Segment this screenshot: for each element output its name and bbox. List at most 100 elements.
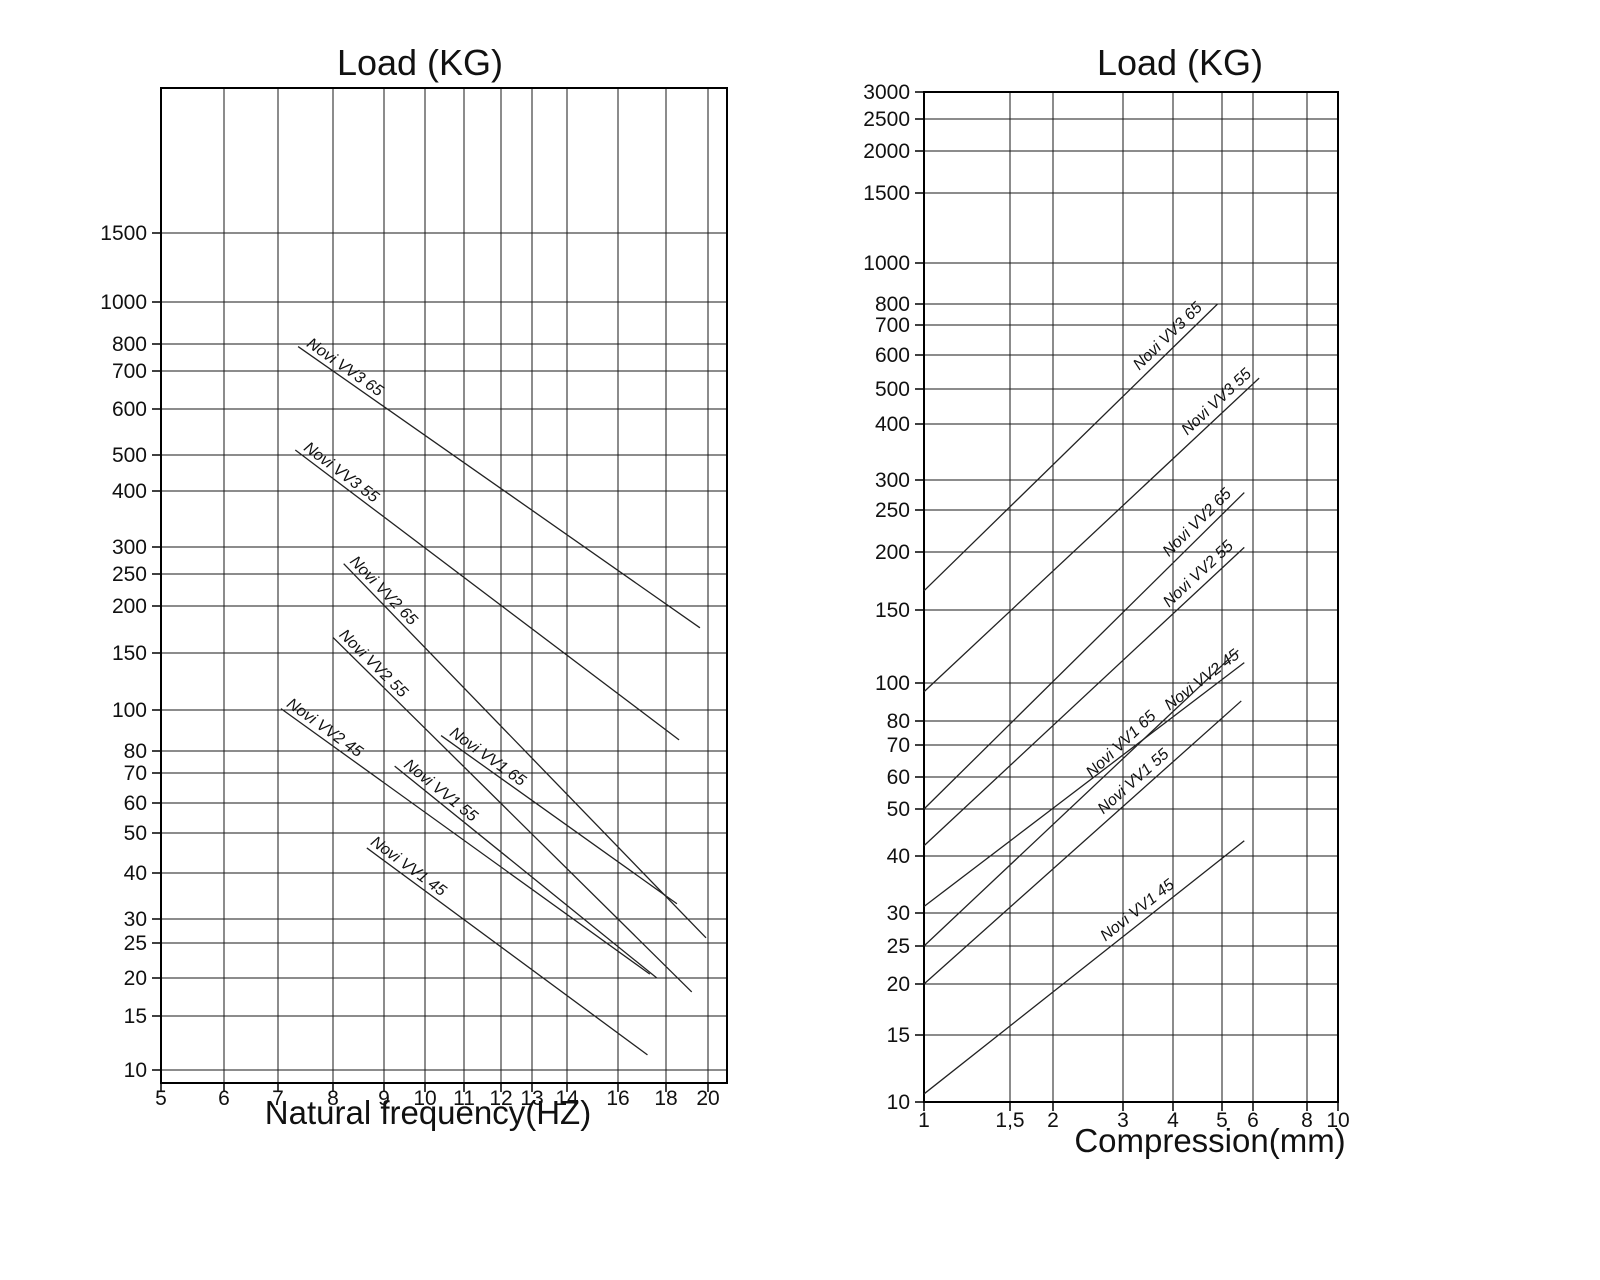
x-tick-label-1-5: 1,5 (995, 1109, 1024, 1132)
y-tick-label-400: 400 (112, 480, 147, 503)
series-label-novi-vv2-55: Novi VV2 55 (336, 626, 411, 701)
series-line-novi-vv2-45 (923, 662, 1245, 908)
x-tick-label-8: 8 (1301, 1109, 1313, 1132)
y-tick-label-700: 700 (875, 314, 910, 337)
x-tick-label-20: 20 (696, 1087, 719, 1110)
x-tick-label-1: 1 (918, 1109, 930, 1132)
compression-chart-title: Load (KG) (1097, 42, 1263, 83)
y-tick-label-600: 600 (112, 398, 147, 421)
x-tick-label-10: 10 (413, 1087, 436, 1110)
series-label-novi-vv3-65: Novi VV3 65 (1130, 299, 1206, 373)
series-line-novi-vv1-45 (366, 847, 648, 1056)
series-line-novi-vv2-45 (280, 708, 651, 975)
y-tick-label-30: 30 (124, 908, 147, 931)
y-tick-label-10: 10 (887, 1091, 910, 1114)
series-line-novi-vv1-65 (923, 649, 1239, 947)
x-tick-label-7: 7 (272, 1087, 284, 1110)
compression-chart-xlabel: Compression(mm) (1074, 1122, 1345, 1159)
x-tick-label-18: 18 (654, 1087, 677, 1110)
y-tick-label-200: 200 (875, 541, 910, 564)
y-tick-label-60: 60 (887, 766, 910, 789)
series-line-novi-vv1-65 (440, 735, 678, 905)
y-tick-label-800: 800 (875, 293, 910, 316)
compression-chart-ticks (915, 91, 1339, 1111)
y-tick-label-25: 25 (887, 935, 910, 958)
y-tick-label-1000: 1000 (100, 291, 147, 314)
series-line-novi-vv2-65 (343, 563, 707, 939)
y-tick-label-200: 200 (112, 595, 147, 618)
natural-frequency-chart-title: Load (KG) (337, 42, 503, 83)
series-line-novi-vv2-65 (923, 492, 1245, 810)
y-tick-label-100: 100 (112, 699, 147, 722)
series-line-novi-vv1-55 (923, 700, 1242, 985)
y-tick-label-600: 600 (875, 344, 910, 367)
x-tick-label-2: 2 (1047, 1109, 1059, 1132)
y-tick-label-70: 70 (124, 762, 147, 785)
x-tick-label-14: 14 (555, 1087, 579, 1110)
series-label-novi-vv3-65: Novi VV3 65 (303, 335, 386, 400)
y-tick-label-250: 250 (875, 499, 910, 522)
series-line-novi-vv3-55 (294, 449, 680, 741)
y-tick-label-15: 15 (887, 1024, 910, 1047)
y-tick-label-2000: 2000 (863, 140, 910, 163)
series-line-novi-vv1-45 (923, 840, 1245, 1095)
y-tick-label-10: 10 (124, 1059, 147, 1082)
x-tick-label-10: 10 (1326, 1109, 1349, 1132)
y-tick-label-3000: 3000 (863, 81, 910, 104)
x-tick-label-3: 3 (1117, 1109, 1129, 1132)
series-label-novi-vv1-45: Novi VV1 45 (367, 833, 449, 900)
natural-frequency-chart-xlabel: Natural frequency(HZ) (265, 1094, 591, 1131)
y-tick-label-30: 30 (887, 902, 910, 925)
series-line-novi-vv3-55 (923, 377, 1260, 693)
y-tick-label-100: 100 (875, 672, 910, 695)
y-tick-label-2500: 2500 (863, 108, 910, 131)
x-tick-label-13: 13 (520, 1087, 543, 1110)
x-tick-label-9: 9 (378, 1087, 390, 1110)
natural-frequency-chart-ticks (152, 232, 709, 1092)
y-tick-label-300: 300 (875, 469, 910, 492)
y-tick-label-50: 50 (887, 798, 910, 821)
series-label-novi-vv1-65: Novi VV1 65 (446, 724, 528, 790)
natural-frequency-chart-grid (160, 88, 727, 1083)
y-tick-label-1500: 1500 (100, 222, 147, 245)
series-line-novi-vv1-55 (394, 765, 658, 979)
y-tick-label-70: 70 (887, 734, 910, 757)
y-tick-label-80: 80 (887, 710, 910, 733)
y-tick-label-50: 50 (124, 822, 147, 845)
compression-chart-frame (923, 91, 1339, 1103)
series-line-novi-vv2-55 (332, 636, 693, 993)
x-tick-label-11: 11 (453, 1087, 475, 1110)
y-tick-label-400: 400 (875, 413, 910, 436)
x-tick-label-12: 12 (489, 1087, 512, 1110)
y-tick-label-60: 60 (124, 792, 147, 815)
series-label-novi-vv1-45: Novi VV1 45 (1097, 876, 1177, 945)
series-label-novi-vv3-55: Novi VV3 55 (301, 439, 382, 506)
y-tick-label-40: 40 (124, 862, 147, 885)
series-line-novi-vv2-55 (923, 546, 1245, 847)
natural-frequency-chart: 5 6 7 8 9 10 11 12 13 14 16 18 201015202530405060708… (100, 42, 728, 1131)
y-tick-label-20: 20 (124, 967, 147, 990)
series-line-novi-vv3-65 (297, 346, 701, 629)
y-tick-label-80: 80 (124, 740, 147, 763)
x-tick-label-6: 6 (218, 1087, 230, 1110)
y-tick-label-300: 300 (112, 536, 147, 559)
y-tick-label-1000: 1000 (863, 252, 910, 275)
y-tick-label-800: 800 (112, 333, 147, 356)
x-tick-label-6: 6 (1247, 1109, 1259, 1132)
x-tick-label-5: 5 (155, 1087, 167, 1110)
x-tick-label-5: 5 (1216, 1109, 1228, 1132)
x-tick-label-16: 16 (606, 1087, 629, 1110)
y-tick-label-150: 150 (875, 599, 910, 622)
y-tick-label-250: 250 (112, 563, 147, 586)
series-label-novi-vv1-55: Novi VV1 55 (401, 756, 481, 825)
compression-chart-grid (923, 91, 1339, 1103)
y-tick-label-500: 500 (112, 444, 147, 467)
y-tick-label-1500: 1500 (863, 182, 910, 205)
x-tick-label-8: 8 (327, 1087, 339, 1110)
series-label-novi-vv3-55: Novi VV3 55 (1178, 365, 1255, 438)
x-tick-label-4: 4 (1167, 1109, 1179, 1132)
series-line-novi-vv3-65 (923, 303, 1219, 592)
